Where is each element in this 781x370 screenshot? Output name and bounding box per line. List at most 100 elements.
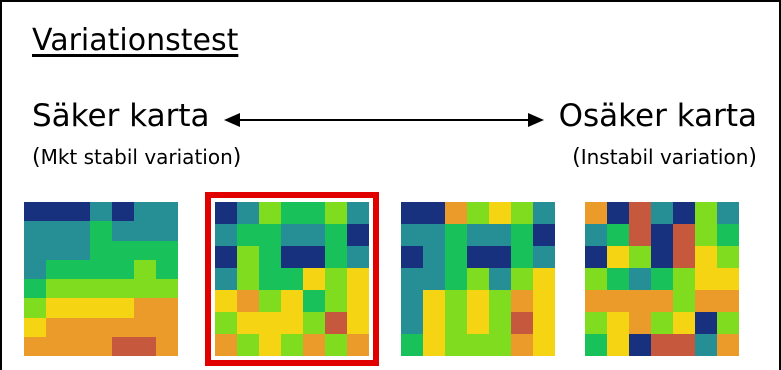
map-cell <box>607 312 629 334</box>
map-cell <box>347 202 369 224</box>
map-cell <box>607 202 629 224</box>
map-cell <box>585 334 607 356</box>
map-cell <box>281 246 303 268</box>
map-cell <box>511 290 533 312</box>
map-cell <box>717 224 739 246</box>
map-cell <box>156 221 178 241</box>
map-cell <box>585 202 607 224</box>
map-cell <box>423 334 445 356</box>
map-cell <box>134 260 156 279</box>
map-grid-2 <box>215 202 369 356</box>
map-cell <box>24 202 46 221</box>
map-cell <box>215 290 237 312</box>
map-cell <box>281 202 303 224</box>
map-cell <box>511 246 533 268</box>
map-cell <box>489 312 511 334</box>
map-cell <box>134 241 156 260</box>
map-cell <box>24 337 46 356</box>
map-cell <box>629 224 651 246</box>
map-cell <box>401 224 423 246</box>
map-cell <box>46 337 68 356</box>
map-cell <box>629 290 651 312</box>
map-cell <box>673 202 695 224</box>
map-cell <box>259 290 281 312</box>
map-cell <box>347 224 369 246</box>
map-cell <box>533 202 555 224</box>
map-cell <box>695 290 717 312</box>
unstable-variation-text: Instabil variation <box>580 145 749 169</box>
map-cell <box>303 290 325 312</box>
map-cell <box>629 202 651 224</box>
map-cell <box>585 290 607 312</box>
map-cell <box>467 334 489 356</box>
map-cell <box>629 312 651 334</box>
map-cell <box>112 241 134 260</box>
unsafe-map-label: Osäker karta <box>558 98 757 134</box>
map-cell <box>717 246 739 268</box>
map-cell <box>156 298 178 318</box>
map-cell <box>303 312 325 334</box>
map-cell <box>215 202 237 224</box>
map-cell <box>215 224 237 246</box>
map-cell <box>511 224 533 246</box>
map-cell <box>24 318 46 337</box>
map-cell <box>673 312 695 334</box>
map-cell <box>489 334 511 356</box>
map-cell <box>651 246 673 268</box>
map-cell <box>673 246 695 268</box>
map-grid-1 <box>24 202 178 356</box>
map-cell <box>68 337 90 356</box>
safe-map-label: Säker karta <box>32 98 210 134</box>
map-cell <box>533 290 555 312</box>
map-cell <box>489 224 511 246</box>
map-grid-3 <box>401 202 555 356</box>
map-cell <box>215 268 237 290</box>
map-cell <box>237 290 259 312</box>
map-cell <box>90 298 112 318</box>
map-cell <box>695 268 717 290</box>
map-cell <box>423 224 445 246</box>
map-cell <box>533 246 555 268</box>
map-cell <box>90 337 112 356</box>
map-cell <box>467 290 489 312</box>
map-cell <box>401 202 423 224</box>
map-cell <box>325 202 347 224</box>
map-cell <box>325 224 347 246</box>
map-cell <box>445 202 467 224</box>
map-cell <box>651 312 673 334</box>
map-cell <box>46 318 68 337</box>
map-cell <box>259 202 281 224</box>
map-cell <box>607 268 629 290</box>
map-cell <box>445 290 467 312</box>
map-cell <box>134 202 156 221</box>
map-cell <box>467 246 489 268</box>
map-cell <box>156 337 178 356</box>
map-cell <box>423 202 445 224</box>
map-cell <box>90 221 112 241</box>
map-cell <box>347 290 369 312</box>
map-cell <box>511 202 533 224</box>
map-cell <box>717 268 739 290</box>
map-cell <box>156 241 178 260</box>
map-cell <box>467 224 489 246</box>
map-cell <box>90 318 112 337</box>
map-cell <box>467 312 489 334</box>
map-cell <box>24 260 46 279</box>
map-cell <box>607 246 629 268</box>
map-cell <box>673 268 695 290</box>
map-cell <box>237 246 259 268</box>
map-cell <box>68 318 90 337</box>
map-cell <box>533 268 555 290</box>
stable-variation-caption: (Mkt stabil variation) <box>32 145 242 170</box>
map-cell <box>489 290 511 312</box>
map-cell <box>717 290 739 312</box>
map-cell <box>134 318 156 337</box>
map-cell <box>629 334 651 356</box>
map-cell <box>717 202 739 224</box>
map-cell <box>445 312 467 334</box>
map-cell <box>489 202 511 224</box>
map-cell <box>156 260 178 279</box>
map-cell <box>237 312 259 334</box>
stable-variation-text: Mkt stabil variation <box>40 145 233 169</box>
map-cell <box>325 312 347 334</box>
